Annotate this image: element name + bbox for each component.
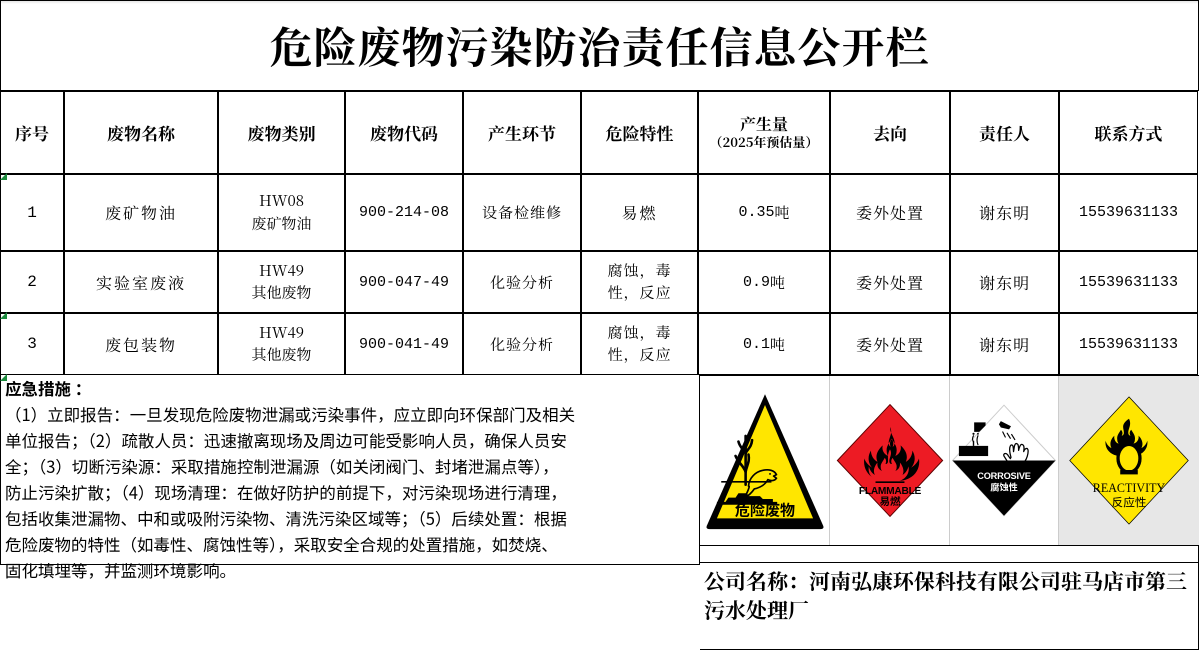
svg-text:反应性: 反应性 (1111, 494, 1146, 511)
svg-text:危险废物: 危险废物 (734, 499, 794, 520)
svg-text:REACTIVITY: REACTIVITY (1093, 481, 1166, 495)
svg-text:腐蚀性: 腐蚀性 (990, 479, 1018, 493)
svg-text:易燃: 易燃 (879, 494, 901, 509)
